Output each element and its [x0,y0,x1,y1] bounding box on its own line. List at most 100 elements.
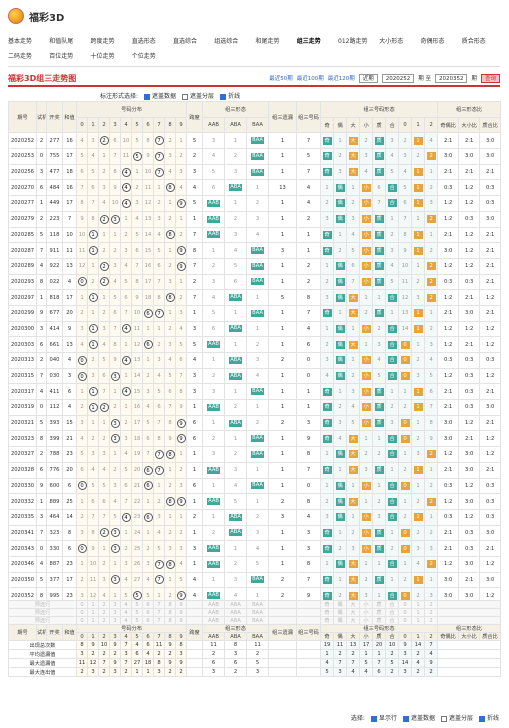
checkbox-option[interactable]: 折线 [478,713,499,722]
cell: 跨度 [186,624,204,641]
cell: 3 [333,414,348,432]
nav-link[interactable]: 跨度走势 [90,38,115,45]
nav-link[interactable]: 基本走势 [8,38,33,45]
cell: AAB [202,540,226,557]
recent-link[interactable]: 最近120期 [327,76,355,82]
cell: 4 [120,352,132,369]
cell: 5 [296,148,322,165]
cell: 3 [76,320,88,338]
cell: 5 [76,446,88,463]
cell: 2 [98,430,110,448]
cell-text: 1:2 [464,200,474,207]
nav-link[interactable]: 直选形态 [131,38,156,45]
nav-link[interactable]: 和值队尾 [49,38,74,45]
cell-text: 3:0 [443,576,453,583]
cell-text: 1 [413,136,423,145]
cell: 6 [62,477,77,495]
cell: 1 [186,304,204,322]
cell-text: 5 [124,592,128,599]
nav-link[interactable]: 十位走势 [90,53,115,60]
cell: 4 [109,493,121,510]
cell-text: 4 [306,325,311,332]
nav-link[interactable]: 组选综合 [214,38,239,45]
cell: 7 [153,608,166,617]
checkbox-option[interactable]: 遮盖分层 [440,713,473,722]
checkbox-option[interactable]: 遮盖数据 [402,713,435,722]
checkbox[interactable] [182,93,189,100]
cell-text: 8 [306,294,311,301]
cell-text: 3:0 [443,435,453,442]
nav-link[interactable]: 个位走势 [131,53,156,60]
cell-text: 1 [377,561,381,568]
header-row: 期号 试机 开奖 和值 号码分布 跨度 组三形态 组三遗漏 组三号码 组三号码形态 组三形态比 [8,100,502,134]
cell: 2 [87,273,99,291]
nav-link[interactable]: 直选综合 [173,38,198,45]
cell-text: 600 [49,482,60,489]
cell-text: 13 [66,263,73,270]
cell: 试机 [36,624,47,641]
cell-text: 奇 [322,591,332,600]
cell: 1 [142,352,154,369]
cell-text: 2 [255,341,260,348]
from-input[interactable]: 2020252 [381,73,415,83]
cell: 3 [268,242,298,259]
nav-link[interactable]: 百位走势 [49,53,74,60]
cell-text: 小 [361,419,371,428]
nav-link[interactable]: 奇偶形态 [420,38,445,45]
cell-text: 1:2 [485,435,495,442]
cell-text: 3 [168,545,172,552]
checkbox[interactable] [144,93,151,100]
cell-text: 1 [39,200,44,207]
period-select[interactable]: 近期 [358,73,378,83]
cell-text: 2 [429,482,433,489]
cell-text: 5 [351,420,355,427]
to-input[interactable]: 2020352 [434,73,468,83]
cell-text: 1 [429,169,433,176]
cell: 7 [36,242,47,259]
nav-link[interactable]: 和尾走势 [255,38,280,45]
cell: 5 [398,179,413,197]
cell: 1 [120,399,132,416]
nav-link[interactable]: 012路走势 [338,38,368,45]
checkbox-option[interactable]: 显示行 [370,713,397,722]
cell-text: 小 [361,403,371,412]
checkbox[interactable] [402,715,409,722]
checkbox-option[interactable]: 遮盖分层 [182,91,214,100]
cell-text: 5 [179,576,183,583]
cell-text: 4 [192,184,197,191]
cell-text: 4 [168,357,172,364]
nav-link[interactable]: 组三走势 [296,38,321,45]
cell: 10 [98,640,111,650]
cell-text: 9 [176,246,186,256]
nav-link[interactable]: 大小形态 [379,38,404,45]
cell: 11 [246,640,270,650]
cell-text: 偶 [335,277,345,286]
checkbox-option[interactable]: 遮盖数据 [144,91,176,100]
cell-text: 2 [390,545,394,552]
cell-text: 1:2 [443,373,453,380]
checkbox-option[interactable]: 折线 [220,91,240,100]
cell-text: 2 [338,153,342,160]
cell: 4 [346,226,361,244]
cell: 2 [174,226,188,244]
cell-text: 质 [374,419,384,428]
data-row: 2020350 5 377 17 2 11 3 3 4 27 4 7 1 5 4 1 3 BAA 2 7 奇 1 大 2 质 1 2… [8,571,502,589]
recent-link[interactable]: 最近100期 [296,76,324,82]
cell: 2 [398,132,413,150]
cell-text: 2 [280,592,285,599]
query-button[interactable]: 查询 [480,73,500,83]
nav-link[interactable]: 二码走势 [8,53,33,60]
cell: 1 [333,524,348,542]
cell-text: 1 [211,247,216,254]
recent-link[interactable]: 最近50期 [269,76,293,82]
checkbox[interactable] [478,715,485,722]
cell-text: 9 [113,184,117,191]
cell: 8 [62,524,77,542]
checkbox[interactable] [370,715,377,722]
cell: 4 [120,446,132,463]
nav-link[interactable]: 质合形态 [461,38,486,45]
cell: 3 [174,304,188,322]
cell-text: 2 [233,404,238,411]
checkbox[interactable] [220,93,227,100]
checkbox[interactable] [440,715,447,722]
